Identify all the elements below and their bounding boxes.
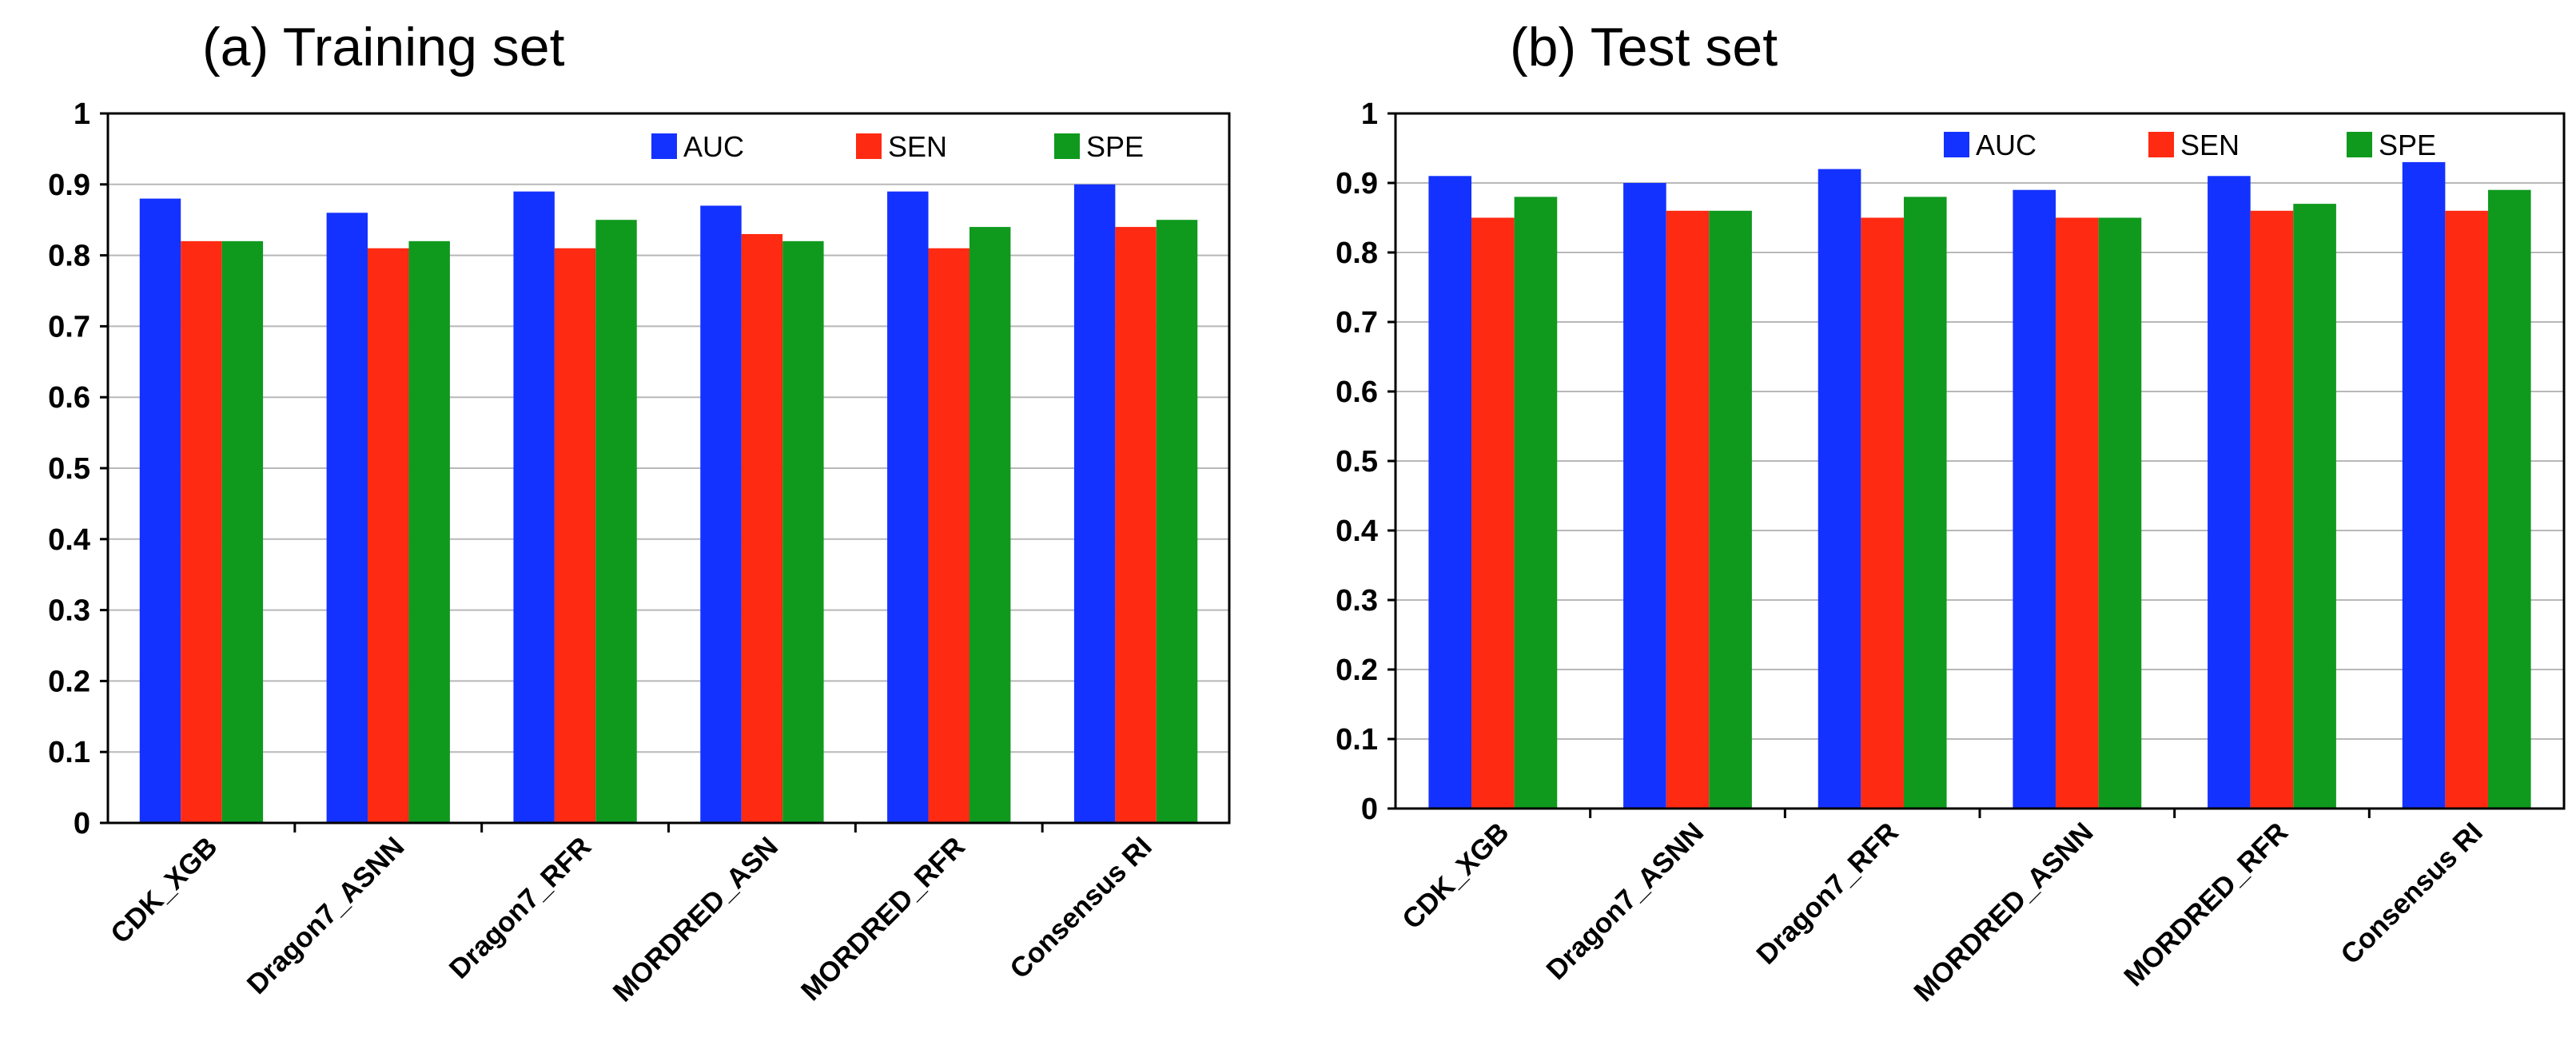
bar-consensus-ri-auc [1073,184,1116,824]
x-label-consensus-ri: Consensus RI [2335,817,2489,971]
bar-cdk-xgb-sen [1471,217,1515,809]
x-label-dragon7-rfr: Dragon7_RFR [1750,817,1905,971]
bar-dragon7-asnn-sen [1666,210,1710,809]
bar-cdk-xgb-spe [221,240,264,824]
training-y-tick-label: 0.7 [48,310,90,344]
bar-mordred-asn-auc [700,205,742,823]
legend-swatch-sen [2148,132,2174,157]
bar-consensus-ri-spe [1156,220,1198,823]
x-label-cdk-xgb: CDK_XGB [105,831,224,950]
legend-label-auc: AUC [683,130,744,163]
x-label-mordred-asn: MORDRED_ASN [607,831,784,1007]
bar-mordred-asn-spe [782,240,824,824]
test-plot-area [1394,112,2566,810]
training-y-tick-label: 0.3 [48,594,90,628]
bar-mordred-asnn-auc [2013,189,2056,809]
training-y-tick-label: 0.5 [48,452,90,486]
test-y-tick-label: 1 [1361,97,1378,131]
bar-cdk-xgb-auc [1428,176,1472,809]
chart-title-test: (b) Test set [1510,17,1778,77]
bar-dragon7-asnn-sen [368,248,409,824]
bar-dragon7-rfr-sen [554,248,596,824]
bar-dragon7-rfr-spe [595,220,637,823]
bar-cdk-xgb-spe [1514,197,1558,809]
bar-consensus-ri-auc [2402,161,2446,809]
legend-swatch-auc [651,133,677,159]
bar-dragon7-rfr-sen [1861,217,1904,809]
test-y-tick-label: 0.6 [1336,376,1378,409]
training-plot-area [106,112,1231,825]
test-y-tick-label: 0.8 [1336,236,1378,270]
chart-title-training: (a) Training set [202,17,565,77]
x-label-dragon7-asnn: Dragon7_ASNN [1540,817,1710,986]
training-y-tick-label: 0.4 [48,523,90,557]
x-label-cdk-xgb: CDK_XGB [1396,817,1515,936]
bar-dragon7-asnn-auc [1623,183,1666,809]
test-y-tick-label: 0.4 [1336,515,1378,548]
bar-dragon7-rfr-auc [1818,169,1861,809]
chart-panel-test: (b) Test set 0 0.1 0.2 0.3 0.4 0.5 0.6 0.7 0.8 0.… [1336,17,2566,1007]
x-label-mordred-rfr: MORDRED_RFR [2118,817,2294,992]
bar-mordred-rfr-spe [969,227,1011,824]
legend-label-spe: SPE [2379,129,2436,161]
bar-mordred-asn-sen [741,233,783,824]
x-label-consensus-ri: Consensus RI [1004,831,1158,985]
training-y-tick-label: 1 [74,97,90,131]
test-y-tick-label: 0.7 [1336,306,1378,340]
legend-label-sen: SEN [2180,129,2240,161]
test-y-tick-label: 0.9 [1336,167,1378,201]
training-y-tick-label: 0.8 [48,240,90,273]
training-y-tick-label: 0.9 [48,169,90,202]
bar-dragon7-asnn-spe [408,240,450,824]
bar-mordred-rfr-sen [2250,210,2294,809]
bar-dragon7-rfr-spe [1903,197,1947,809]
bar-mordred-asnn-spe [2098,217,2142,809]
x-label-mordred-asnn: MORDRED_ASNN [1908,817,2099,1007]
training-y-tick-label: 0.6 [48,381,90,415]
bar-mordred-rfr-spe [2293,204,2336,809]
training-y-tick-label: 0.1 [48,736,90,769]
test-y-tick-label: 0.1 [1336,723,1378,757]
bar-cdk-xgb-auc [139,198,181,823]
legend-label-spe: SPE [1086,130,1144,163]
legend-swatch-spe [2347,132,2372,157]
legend-swatch-sen [856,133,882,159]
training-y-tick-label: 0 [74,807,90,840]
chart-panel-training: (a) Training set 0 0.1 0.2 0.3 0.4 0.5 0.6 0.7 0… [48,17,1231,1008]
test-y-tick-label: 0.3 [1336,584,1378,618]
bar-mordred-rfr-auc [887,191,929,823]
x-label-dragon7-asnn: Dragon7_ASNN [241,831,411,1000]
bar-mordred-rfr-sen [928,248,969,824]
legend-swatch-auc [1944,132,1969,157]
test-y-tick-label: 0 [1361,793,1378,826]
test-y-tick-label: 0.2 [1336,654,1378,687]
x-label-dragon7-rfr: Dragon7_RFR [444,831,598,985]
bar-consensus-ri-sen [1115,227,1157,824]
bar-mordred-rfr-auc [2208,176,2251,809]
bar-dragon7-rfr-auc [513,191,555,823]
training-y-tick-label: 0.2 [48,665,90,698]
bar-cdk-xgb-sen [181,240,222,824]
bar-dragon7-asnn-auc [326,213,368,823]
bar-consensus-ri-spe [2487,189,2531,809]
bar-dragon7-asnn-spe [1709,210,1752,809]
legend-label-auc: AUC [1976,129,2037,161]
bar-mordred-asnn-sen [2056,217,2099,809]
legend-label-sen: SEN [888,130,947,163]
bar-consensus-ri-sen [2445,210,2488,809]
test-y-tick-label: 0.5 [1336,445,1378,479]
x-label-mordred-rfr: MORDRED_RFR [795,831,971,1007]
legend-swatch-spe [1054,133,1080,159]
